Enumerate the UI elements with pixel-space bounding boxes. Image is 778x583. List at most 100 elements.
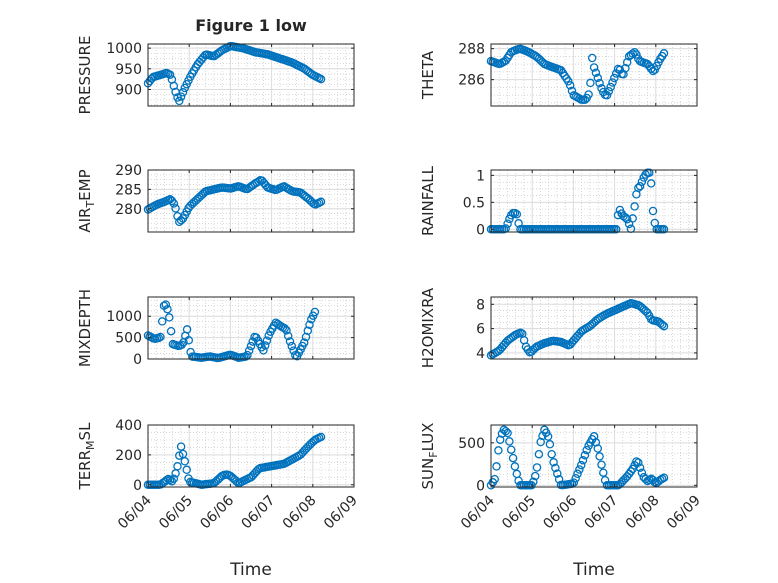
data-point <box>157 317 167 326</box>
data-point <box>564 77 573 86</box>
data-point <box>622 58 632 67</box>
data-point <box>173 462 182 471</box>
data-point <box>244 346 254 355</box>
data-point <box>634 458 643 467</box>
data-point <box>505 437 514 446</box>
data-point <box>494 446 503 455</box>
data-point <box>184 336 194 345</box>
y-tick-label: 1000 <box>106 41 142 57</box>
y-tick-label: 200 <box>115 448 142 464</box>
axes-frame <box>147 43 355 107</box>
y-axis-label-tail: LUX <box>419 423 437 452</box>
y-tick-label: 400 <box>115 418 142 434</box>
y-tick-label: 290 <box>115 163 142 179</box>
subplot-6: 4 6 8 H2OMIXRA <box>419 287 698 368</box>
data-point <box>593 444 603 453</box>
y-tick-label: 286 <box>458 73 485 89</box>
data-point <box>529 477 538 487</box>
data-point <box>595 452 604 461</box>
y-axis-label: THETA <box>419 50 437 100</box>
axes-frame <box>147 169 355 233</box>
axes-frame <box>490 43 698 107</box>
series-markers <box>143 176 326 227</box>
data-point <box>241 352 250 361</box>
y-axis-label-main: PRESSURE <box>76 36 94 115</box>
data-point <box>630 47 639 57</box>
data-point <box>659 49 669 58</box>
data-point <box>582 445 591 455</box>
data-point <box>637 468 647 477</box>
data-point <box>506 445 516 454</box>
y-tick-label: 500 <box>115 331 142 347</box>
y-axis-label-main: THETA <box>419 50 437 100</box>
data-point <box>611 225 621 234</box>
y-tick-label: 1 <box>476 168 485 184</box>
data-point <box>593 73 603 83</box>
series-markers <box>143 41 326 106</box>
y-axis-label-main: AIR <box>76 208 94 233</box>
data-point <box>565 81 575 90</box>
y-tick-label: 6 <box>476 322 485 338</box>
y-axis-label-main: TERR <box>76 450 94 491</box>
data-point <box>645 168 654 177</box>
data-point <box>180 457 190 466</box>
data-point <box>602 91 612 100</box>
data-point <box>580 450 590 460</box>
data-point <box>657 320 667 329</box>
data-point <box>508 453 518 463</box>
x-axis-label: Time <box>572 560 615 580</box>
data-point <box>551 463 560 473</box>
data-point <box>635 181 645 191</box>
y-tick-label: 288 <box>458 42 485 58</box>
axes-frame <box>490 169 698 233</box>
data-point <box>648 206 658 216</box>
data-point <box>589 432 599 441</box>
y-tick-label: 0 <box>476 222 485 238</box>
data-point <box>547 449 556 459</box>
y-tick-label: 4 <box>476 346 485 362</box>
x-axis-label: Time <box>229 560 272 580</box>
y-tick-label: 950 <box>115 62 142 78</box>
data-point <box>554 475 564 484</box>
y-tick-label: 900 <box>115 82 142 98</box>
data-point <box>536 437 545 447</box>
data-point <box>310 307 320 317</box>
data-point <box>171 204 180 213</box>
data-point <box>167 476 177 486</box>
axes-frame <box>147 296 355 360</box>
y-tick-label: 500 <box>458 436 485 452</box>
data-point <box>608 78 617 87</box>
data-point <box>591 68 601 77</box>
data-point <box>165 70 175 79</box>
data-point <box>659 473 669 482</box>
plot-area <box>491 297 697 359</box>
y-tick-label: 0.5 <box>463 195 485 211</box>
data-point <box>177 340 186 349</box>
y-tick-label: 285 <box>115 182 142 198</box>
y-axis-label: RAINFALL <box>419 165 437 236</box>
data-point <box>299 338 309 347</box>
data-point <box>646 179 656 188</box>
y-axis-label: MIXDEPTH <box>76 289 94 367</box>
data-point <box>573 469 582 479</box>
data-point <box>637 177 647 186</box>
data-point <box>161 300 171 309</box>
data-point <box>169 199 179 208</box>
data-point <box>606 82 615 92</box>
data-point <box>619 70 628 79</box>
data-point <box>622 214 632 224</box>
data-point <box>578 455 588 465</box>
y-tick-label: 8 <box>476 297 485 313</box>
series-markers <box>486 44 669 105</box>
data-point <box>175 96 184 106</box>
y-axis-label: AIRTEMP <box>76 169 97 232</box>
data-point <box>262 336 272 345</box>
data-point <box>635 463 645 472</box>
data-point <box>604 86 614 96</box>
data-point <box>645 475 654 485</box>
data-point <box>285 337 295 346</box>
data-point <box>628 214 637 223</box>
data-point <box>595 78 604 88</box>
y-axis-label: SUNFLUX <box>419 423 440 490</box>
data-point <box>176 92 186 101</box>
